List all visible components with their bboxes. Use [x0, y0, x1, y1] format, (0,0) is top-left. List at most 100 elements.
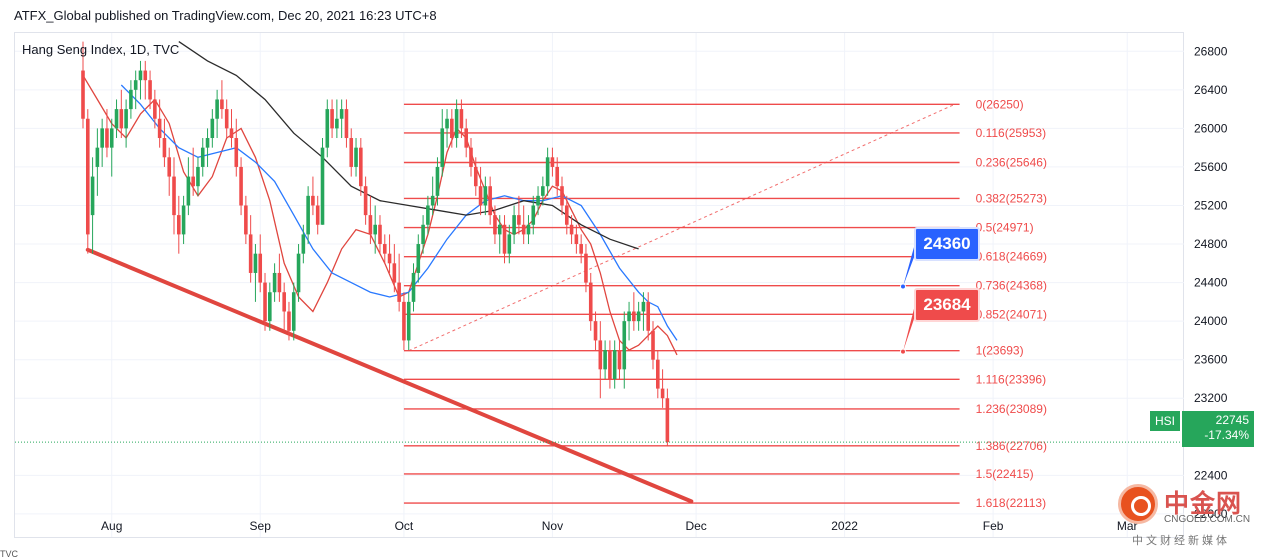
candle-body	[473, 166, 478, 187]
candle-body	[426, 205, 430, 225]
candle-body	[651, 330, 655, 360]
candle-body	[392, 263, 397, 283]
candle-body	[397, 282, 401, 302]
candle-body	[186, 176, 191, 206]
x-tick-label: Feb	[983, 519, 1004, 533]
candle-body	[656, 359, 660, 389]
callout-red[interactable]: 23684	[914, 288, 980, 322]
candle-body	[363, 186, 368, 216]
candle-body	[81, 70, 85, 119]
candle-body	[90, 176, 95, 216]
candle-body	[440, 128, 445, 167]
candle-body	[138, 70, 143, 81]
last-price-value: 22745	[1215, 413, 1250, 427]
candle-body	[220, 99, 224, 110]
y-tick-label: 25200	[1194, 198, 1228, 212]
last-price-change: -17.34%	[1204, 428, 1250, 442]
candle-body	[512, 215, 516, 235]
candle-body	[430, 195, 435, 206]
watermark-url: CNGOLD.COM.CN	[1164, 514, 1251, 525]
candle-body	[646, 301, 651, 331]
candle-body	[95, 147, 100, 167]
candle-body	[450, 118, 454, 139]
support-trendline	[85, 247, 694, 504]
candle-body	[564, 205, 569, 225]
fib-anchor-line	[408, 103, 955, 352]
fib-level-label: 1.386(22706)	[976, 439, 1047, 453]
candle-body	[478, 186, 483, 206]
publisher-line: ATFX_Global published on TradingView.com…	[14, 8, 437, 23]
x-tick-label: Dec	[685, 519, 706, 533]
y-tick-label: 26400	[1194, 83, 1228, 97]
candle-body	[129, 89, 133, 110]
candle-body	[579, 244, 583, 254]
candle-body	[253, 253, 258, 273]
fib-level-label: 1(23693)	[976, 344, 1024, 358]
candle-body	[114, 109, 119, 129]
callout-pointer	[903, 301, 916, 352]
fib-level-label: 1.116(23396)	[976, 372, 1047, 386]
x-tick-label: Oct	[395, 519, 414, 533]
candle-body	[584, 253, 588, 283]
callout-anchor-dot	[900, 348, 906, 355]
candle-body	[545, 157, 550, 187]
candle-body	[617, 350, 622, 370]
fib-level-label: 1.618(22113)	[976, 496, 1047, 510]
candle-body	[349, 138, 354, 167]
candle-body	[459, 109, 464, 129]
fibonacci-retracement: 0(26250) 0.116(25953) 0.236(25646) 0.382(25…	[403, 97, 1047, 510]
watermark-brand: 中金网	[1164, 490, 1243, 518]
candle-body	[387, 253, 392, 264]
candle-body	[172, 176, 176, 216]
candle-body	[291, 292, 296, 331]
axes: 26800 26400 26000 25600 25200 24800 24400 24000…	[15, 44, 1228, 533]
fib-level-label: 0.236(25646)	[976, 155, 1047, 169]
candle-body	[320, 147, 325, 225]
candle-body	[153, 99, 157, 119]
candle-body	[119, 109, 124, 129]
candle-body	[521, 224, 526, 235]
candle-body	[287, 311, 291, 331]
candle-body	[416, 244, 421, 273]
candle-body	[162, 138, 167, 158]
candle-body	[488, 186, 492, 216]
fib-level-label: 0.736(24368)	[976, 279, 1047, 293]
bottom-source-label: TVC	[0, 549, 18, 559]
candle-body	[191, 176, 195, 187]
candle-body	[402, 301, 406, 341]
candle-body	[248, 234, 253, 273]
candle-body	[85, 118, 90, 235]
candle-body	[378, 224, 382, 245]
candle-body	[550, 157, 555, 167]
candle-body	[105, 128, 109, 148]
fib-level-label: 0.618(24669)	[976, 250, 1047, 264]
candle-body	[497, 224, 502, 235]
candle-body	[368, 215, 373, 235]
candle-body	[272, 272, 277, 293]
candle-body	[373, 224, 377, 235]
candle-body	[210, 118, 215, 139]
fib-level-label: 0(26250)	[976, 97, 1024, 111]
candle-body	[258, 253, 263, 283]
candle-body	[445, 118, 449, 129]
candle-body	[608, 350, 612, 379]
callout-blue[interactable]: 24360	[914, 227, 980, 261]
candle-body	[569, 224, 574, 235]
y-tick-label: 26800	[1194, 44, 1228, 58]
candle-body	[315, 205, 320, 225]
candle-body	[109, 128, 114, 148]
y-tick-label: 23200	[1194, 391, 1228, 405]
candle-body	[177, 215, 181, 235]
candle-body	[229, 128, 234, 139]
candle-body	[507, 234, 512, 254]
cngold-logo-icon	[1118, 484, 1158, 524]
candle-body	[406, 301, 411, 341]
candle-body	[181, 205, 186, 235]
candle-body	[603, 350, 607, 370]
candle-body	[574, 234, 579, 245]
candle-body	[325, 109, 330, 148]
candle-body	[531, 205, 536, 225]
candle-body	[330, 109, 334, 129]
candle-body	[612, 350, 617, 379]
